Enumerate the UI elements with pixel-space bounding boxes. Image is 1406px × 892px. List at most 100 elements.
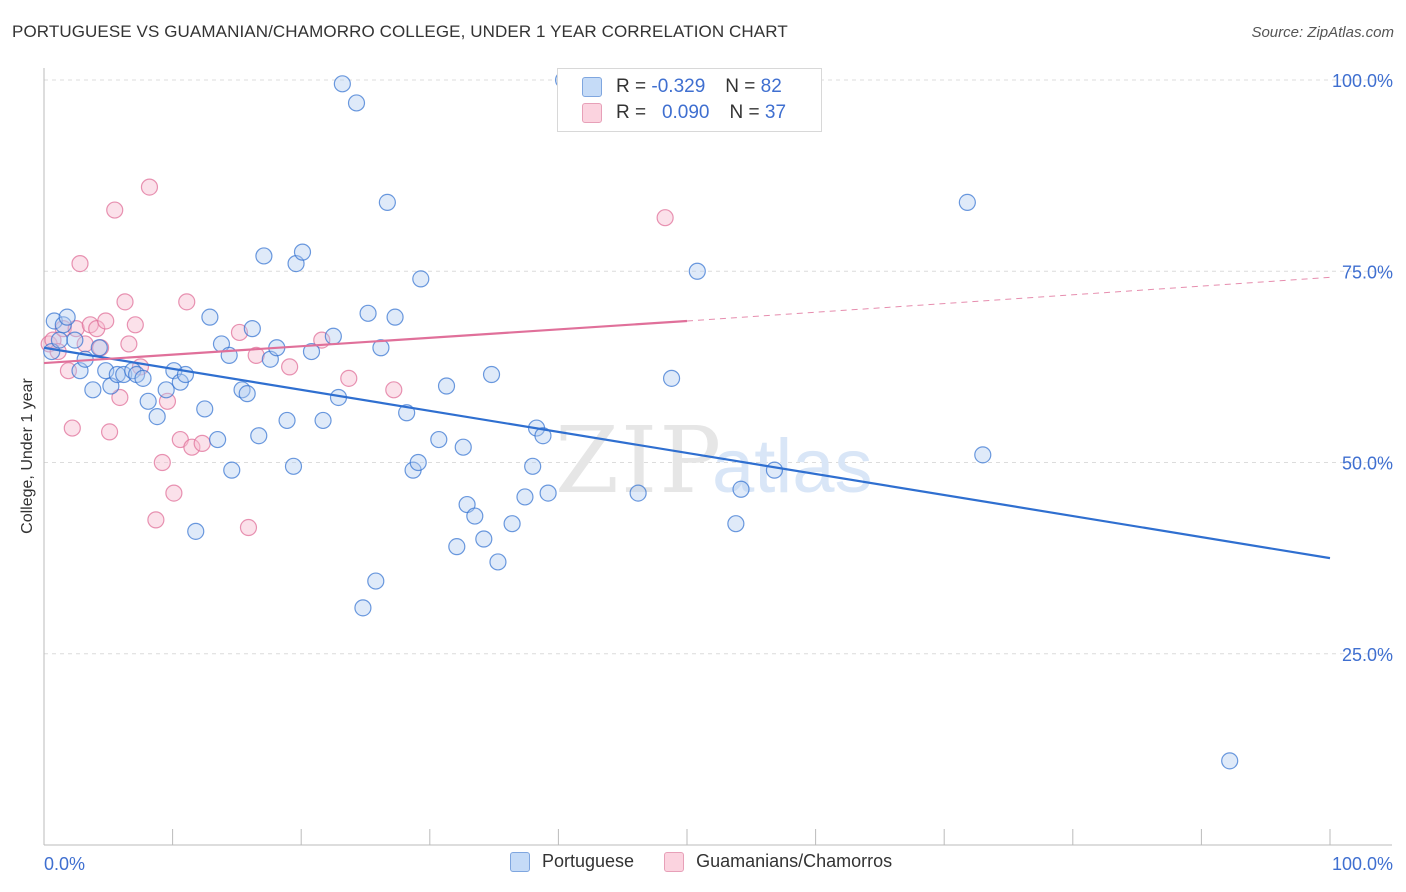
chart-title: PORTUGUESE VS GUAMANIAN/CHAMORRO COLLEGE… (12, 22, 788, 41)
data-point (153, 453, 171, 472)
data-point (115, 365, 133, 384)
data-point (437, 377, 456, 395)
n-label: N = (729, 102, 760, 123)
data-point (378, 193, 396, 211)
data-point (333, 75, 351, 93)
legend-item-guamanians[interactable]: Guamanians/Chamorros (664, 851, 892, 872)
legend-swatch-pink (582, 103, 602, 123)
data-point (302, 342, 321, 361)
n-value: 37 (764, 102, 787, 123)
data-point (656, 209, 674, 227)
data-point (97, 312, 115, 330)
data-point (524, 457, 542, 475)
data-point (503, 515, 521, 533)
axes (43, 68, 1392, 846)
data-point (178, 293, 196, 311)
legend-swatch-pink (664, 851, 685, 872)
data-point (230, 323, 249, 342)
r-value: -0.329 (651, 76, 706, 97)
data-point (367, 572, 385, 590)
data-point (239, 518, 258, 537)
data-point (120, 335, 138, 353)
data-point (71, 255, 89, 273)
data-point (100, 423, 119, 441)
data-point (359, 304, 377, 322)
data-point (50, 331, 69, 349)
y-tick-label: 75.0% (1342, 262, 1393, 282)
data-point (1221, 752, 1239, 770)
data-point (539, 484, 557, 502)
data-point (765, 461, 784, 479)
y-tick-label: 100.0% (1332, 71, 1393, 91)
x-tick-label: 0.0% (44, 854, 85, 874)
data-point (489, 553, 507, 571)
data-point (58, 308, 76, 326)
r-value: 0.090 (661, 102, 710, 123)
data-point (45, 312, 63, 330)
data-point (157, 381, 175, 399)
legend-swatch-blue (582, 77, 602, 97)
data-point (482, 365, 501, 384)
data-point (238, 385, 256, 403)
data-point (106, 201, 124, 219)
data-point (278, 411, 296, 430)
data-point (116, 293, 134, 311)
y-axis-label: College, Under 1 year (19, 378, 36, 534)
data-point (66, 331, 84, 349)
watermark-zip: ZIP (555, 407, 723, 514)
trend-lines (43, 276, 1331, 560)
y-tick-label: 25.0% (1342, 645, 1393, 665)
trend-line-guamanians (43, 319, 688, 365)
data-point (139, 392, 157, 410)
data-point (147, 511, 165, 529)
n-value: 82 (760, 76, 782, 97)
r-label: R = (616, 76, 647, 97)
data-point (250, 427, 268, 445)
data-point (732, 480, 750, 498)
data-point (516, 488, 534, 506)
data-point (385, 381, 403, 399)
data-point (284, 457, 303, 475)
tick-labels: 25.0% 50.0% 75.0% 100.0% 0.0% 100.0% (44, 71, 1393, 874)
y-tick-label: 50.0% (1342, 454, 1393, 474)
data-point (134, 369, 152, 387)
data-point (165, 484, 183, 502)
r-label: R = (616, 102, 647, 123)
data-point (126, 316, 144, 334)
data-point (340, 369, 358, 387)
data-point (347, 94, 366, 112)
data-point (243, 320, 261, 338)
source-credit: Source: ZipAtlas.com (1251, 24, 1394, 41)
data-point (354, 599, 372, 617)
data-point (466, 507, 484, 525)
trend-line-guamanians-extension (686, 276, 1331, 322)
data-point (974, 446, 992, 464)
data-point (662, 369, 681, 387)
data-point (324, 327, 342, 345)
data-point (84, 381, 102, 399)
data-point (958, 193, 976, 211)
data-point (372, 339, 390, 357)
grid-lines (44, 79, 1392, 655)
legend-row-portuguese: R = -0.329 N = 82 (582, 75, 782, 99)
legend-item-portuguese[interactable]: Portuguese (510, 851, 634, 872)
data-point (534, 427, 552, 445)
legend-label: Portuguese (542, 851, 635, 871)
n-label: N = (725, 76, 756, 97)
data-point (293, 243, 312, 261)
data-point (193, 434, 211, 452)
correlation-legend: R = -0.329 N = 82 R = 0.090 N = 37 (557, 68, 822, 132)
data-point (281, 358, 299, 376)
data-point (183, 438, 201, 456)
data-point (255, 247, 273, 265)
data-point (196, 400, 214, 418)
data-point (412, 270, 430, 288)
watermark-atlas: atlas (712, 424, 873, 509)
data-point (90, 339, 108, 357)
data-point (111, 388, 129, 407)
data-point (386, 308, 404, 326)
data-point (454, 438, 472, 456)
data-point (140, 178, 159, 196)
